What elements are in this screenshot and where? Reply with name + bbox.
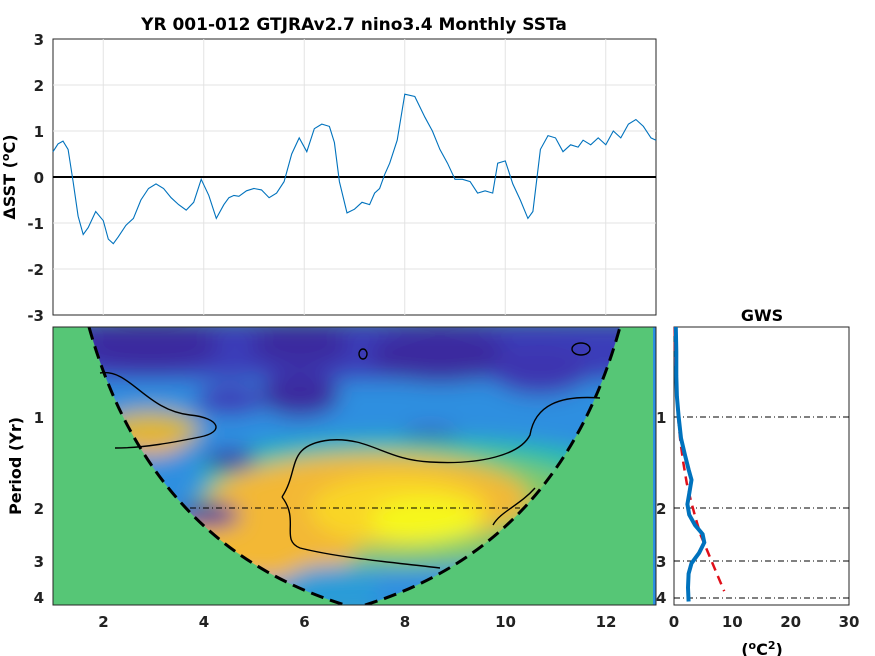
wavelet-ytick-label: 2 xyxy=(34,500,44,518)
significance-contour xyxy=(99,372,217,449)
wavelet-ytick-label: 1 xyxy=(34,409,44,427)
wavelet-xtick-label: 6 xyxy=(299,613,309,631)
wavelet-right-edge xyxy=(653,327,656,605)
gws-ytick-label: 2 xyxy=(656,500,666,518)
top-ytick-label: 3 xyxy=(34,31,44,49)
top-ytick-label: -1 xyxy=(27,215,44,233)
gws-reference-lines xyxy=(674,416,849,599)
gws-power-series xyxy=(673,326,707,602)
top-title: YR 001-012 GTJRAv2.7 nino3.4 Monthly SST… xyxy=(140,15,567,35)
gws-ytick-label: 1 xyxy=(656,409,666,427)
significance-contour xyxy=(358,348,368,360)
wavelet-xtick-label: 10 xyxy=(495,613,516,631)
gws-xtick-label: 10 xyxy=(722,613,743,631)
gws-frame xyxy=(673,326,850,606)
wavelet-xtick-label: 8 xyxy=(400,613,410,631)
gws-x-ticks: 0 10 20 30 xyxy=(669,613,860,631)
gws-xtick-label: 30 xyxy=(839,613,860,631)
gws-ytick-label: 4 xyxy=(656,589,666,607)
gws-xtick-label: 20 xyxy=(780,613,801,631)
significance-contour xyxy=(281,396,601,498)
top-ytick-label: 2 xyxy=(34,77,44,95)
wavelet-panel xyxy=(53,327,656,605)
top-y-axis-label: ΔSST (oC) xyxy=(0,134,19,219)
significance-contours xyxy=(99,342,601,569)
top-y-ticks: 3 2 1 0 -1 -2 -3 xyxy=(27,31,44,325)
top-ytick-label: 0 xyxy=(34,169,44,187)
top-ytick-label: 1 xyxy=(34,123,44,141)
gws-title: GWS xyxy=(741,306,783,325)
wavelet-ytick-label: 3 xyxy=(34,553,44,571)
top-grid xyxy=(53,39,656,315)
gws-xtick-label: 0 xyxy=(669,613,679,631)
wavelet-y-axis-label: Period (Yr) xyxy=(6,417,25,515)
wavelet-ytick-label: 4 xyxy=(34,589,44,607)
wavelet-xtick-label: 4 xyxy=(199,613,209,631)
gws-y-ticks: 1 2 3 4 xyxy=(656,409,666,607)
wavelet-frame xyxy=(52,326,657,606)
top-ytick-label: -2 xyxy=(27,261,44,279)
sst-anomaly-series xyxy=(52,93,657,245)
top-ytick-label: -3 xyxy=(27,307,44,325)
wavelet-xtick-label: 12 xyxy=(596,613,617,631)
wavelet-y-ticks: 1 2 3 4 xyxy=(34,409,44,607)
wavelet-x-ticks: 2 4 6 8 10 12 xyxy=(98,613,616,631)
significance-contour xyxy=(281,496,441,569)
gws-x-axis-label: (oC2) xyxy=(741,639,783,656)
significance-contour xyxy=(571,342,591,356)
cone-of-influence xyxy=(87,327,622,605)
gws-ytick-label: 3 xyxy=(656,553,666,571)
wavelet-xtick-label: 2 xyxy=(98,613,108,631)
